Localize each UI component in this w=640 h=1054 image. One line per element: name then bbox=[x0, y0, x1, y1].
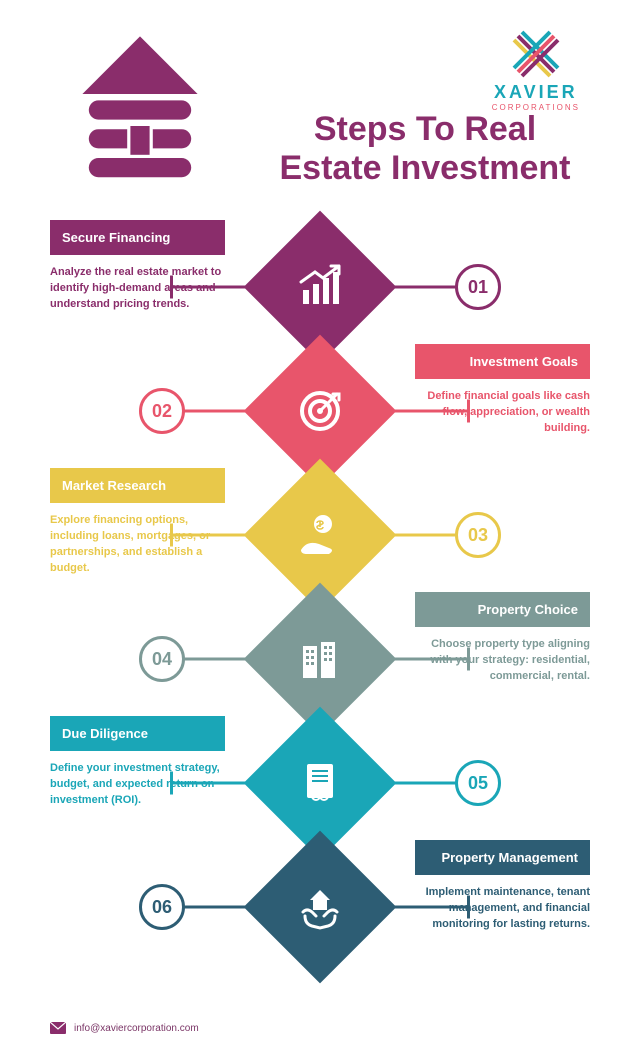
step-number: 03 bbox=[455, 512, 501, 558]
step-text: Property Choice Choose property type ali… bbox=[415, 592, 590, 685]
step-text: Secure Financing Analyze the real estate… bbox=[50, 220, 225, 313]
target-icon bbox=[292, 383, 348, 439]
steps-container: 01 Secure Financing Analyze the real est… bbox=[0, 225, 640, 969]
step-title: Property Choice bbox=[415, 592, 590, 627]
step-title: Market Research bbox=[50, 468, 225, 503]
step-desc: Implement maintenance, tenant management… bbox=[415, 885, 590, 933]
step-number: 02 bbox=[139, 388, 185, 434]
brand-logo-icon bbox=[512, 30, 560, 78]
hands-house-icon bbox=[292, 879, 348, 935]
step-number: 05 bbox=[455, 760, 501, 806]
step-06: 06 Property Management Implement mainten… bbox=[0, 845, 640, 969]
step-desc: Analyze the real estate market to identi… bbox=[50, 265, 225, 313]
page-title: Steps To Real Estate Investment bbox=[260, 110, 590, 188]
step-03: $ 03 Market Research Explore financing o… bbox=[0, 473, 640, 597]
step-05: 05 Due Diligence Define your investment … bbox=[0, 721, 640, 845]
brand-name: XAVIER bbox=[492, 82, 580, 103]
step-number: 06 bbox=[139, 884, 185, 930]
step-desc: Define financial goals like cash flow, a… bbox=[415, 389, 590, 437]
step-diamond bbox=[244, 831, 397, 984]
house-icon bbox=[60, 30, 220, 195]
footer: info@xaviercorporation.com bbox=[50, 1022, 199, 1034]
document-scale-icon bbox=[292, 755, 348, 811]
step-number: 04 bbox=[139, 636, 185, 682]
chart-up-icon bbox=[292, 259, 348, 315]
money-hand-icon: $ bbox=[292, 507, 348, 563]
step-text: Property Management Implement maintenanc… bbox=[415, 840, 590, 933]
step-04: 04 Property Choice Choose property type … bbox=[0, 597, 640, 721]
contact-email: info@xaviercorporation.com bbox=[74, 1023, 199, 1034]
step-desc: Define your investment strategy, budget,… bbox=[50, 761, 225, 809]
buildings-icon bbox=[292, 631, 348, 687]
step-text: Investment Goals Define financial goals … bbox=[415, 344, 590, 437]
step-text: Due Diligence Define your investment str… bbox=[50, 716, 225, 809]
step-number: 01 bbox=[455, 264, 501, 310]
step-title: Due Diligence bbox=[50, 716, 225, 751]
step-title: Investment Goals bbox=[415, 344, 590, 379]
step-desc: Explore financing options, including loa… bbox=[50, 513, 225, 577]
step-02: 02 Investment Goals Define financial goa… bbox=[0, 349, 640, 473]
step-desc: Choose property type aligning with your … bbox=[415, 637, 590, 685]
mail-icon bbox=[50, 1022, 66, 1034]
step-title: Secure Financing bbox=[50, 220, 225, 255]
step-text: Market Research Explore financing option… bbox=[50, 468, 225, 577]
step-title: Property Management bbox=[415, 840, 590, 875]
step-01: 01 Secure Financing Analyze the real est… bbox=[0, 225, 640, 349]
